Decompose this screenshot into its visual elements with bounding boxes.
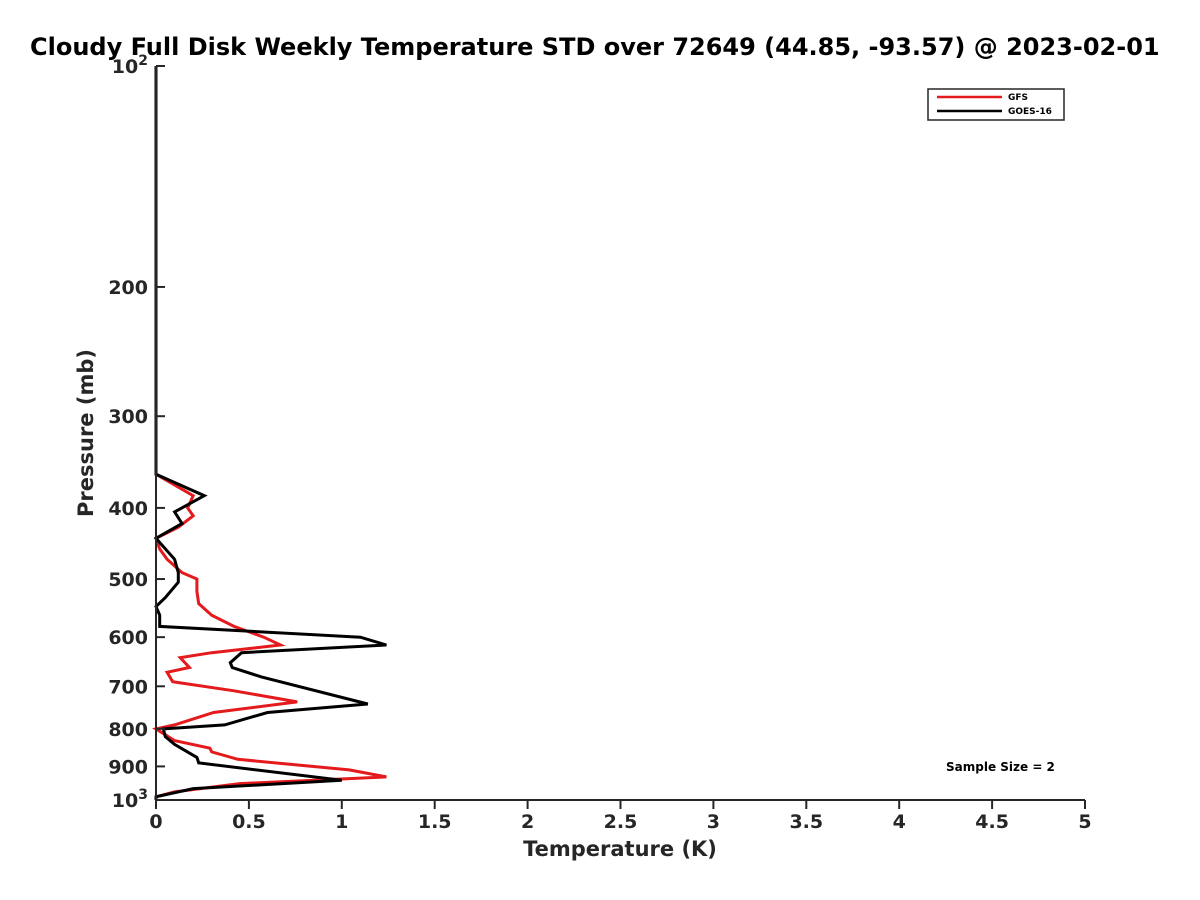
y-tick-label-base: 900 [108, 756, 148, 778]
legend: GFS GOES-16 [927, 88, 1065, 121]
y-tick-label-base: 10 [112, 56, 138, 78]
y-tick-label-base: 300 [108, 406, 148, 428]
y-tick-label: 400 [108, 498, 148, 520]
y-axis-label: Pressure (mb) [74, 349, 98, 517]
chart-title: Cloudy Full Disk Weekly Temperature STD … [30, 33, 1160, 61]
y-tick-label: 600 [108, 627, 148, 649]
y-tick-label-base: 400 [108, 498, 148, 520]
y-tick-label-exponent: 2 [138, 53, 148, 69]
plot-area [156, 66, 1085, 800]
x-tick-label: 2 [521, 811, 534, 833]
x-tick-label: 1 [335, 811, 348, 833]
y-tick-label: 500 [108, 569, 148, 591]
y-tick-label-base: 10 [112, 790, 138, 812]
y-tick-label: 102 [112, 53, 148, 78]
y-tick-label: 300 [108, 406, 148, 428]
x-axis-ticks: 0 0.5 1 1.5 2 2.5 3 3.5 4 4.5 5 [149, 800, 1092, 833]
x-tick-label: 3 [707, 811, 720, 833]
legend-box [927, 88, 1065, 121]
y-tick-label: 103 [112, 787, 148, 812]
x-tick-label: 2.5 [604, 811, 638, 833]
y-tick-label-base: 700 [108, 676, 148, 698]
x-tick-label: 0.5 [232, 811, 266, 833]
y-tick-label: 900 [108, 756, 148, 778]
y-tick-label-base: 800 [108, 719, 148, 741]
x-tick-label: 5 [1078, 811, 1091, 833]
sample-size-annotation: Sample Size = 2 [946, 760, 1055, 774]
x-axis-label: Temperature (K) [523, 837, 717, 861]
x-tick-label: 4.5 [975, 811, 1009, 833]
y-tick-label: 700 [108, 676, 148, 698]
y-tick-label-base: 600 [108, 627, 148, 649]
legend-label-gfs: GFS [1008, 93, 1028, 103]
x-tick-label: 3.5 [789, 811, 823, 833]
y-tick-label-exponent: 3 [138, 787, 148, 803]
y-tick-label: 800 [108, 719, 148, 741]
legend-label-goes16: GOES-16 [1008, 107, 1052, 117]
x-tick-label: 1.5 [418, 811, 452, 833]
y-tick-label-base: 500 [108, 569, 148, 591]
x-tick-label: 4 [893, 811, 906, 833]
y-tick-label: 200 [108, 277, 148, 299]
x-tick-label: 0 [149, 811, 162, 833]
y-tick-label-base: 200 [108, 277, 148, 299]
